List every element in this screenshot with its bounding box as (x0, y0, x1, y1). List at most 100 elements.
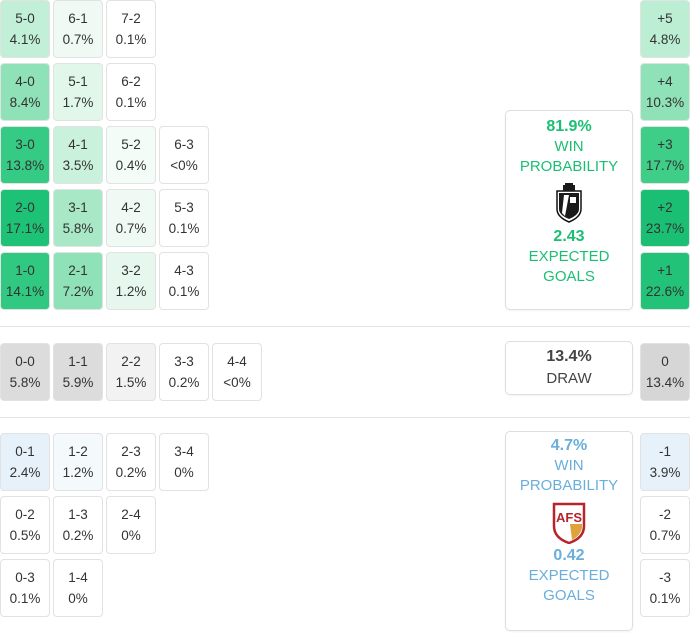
section-divider-bottom (0, 417, 690, 418)
margin-cell-plus-2-probability: 23.7% (645, 221, 685, 236)
score-cell-4-3-probability: 0.1% (168, 284, 200, 299)
score-cell-1-3: 1-3 0.2% (53, 496, 103, 554)
away-xg-label-line2: GOALS (543, 587, 595, 604)
margin-cell-plus-4-label: +4 (657, 74, 673, 89)
margin-cell-minus-3-label: -3 (658, 570, 671, 585)
score-cell-4-3-label: 4-3 (174, 263, 194, 278)
away-xg-label-line1: EXPECTED (528, 567, 610, 584)
margin-cell-plus-4-probability: 10.3% (645, 95, 685, 110)
margin-cell-plus-5: +5 4.8% (640, 0, 690, 58)
draw-summary-card: 13.4% DRAW (505, 341, 633, 395)
margin-cell-zero: 0 13.4% (640, 343, 690, 401)
score-cell-2-3: 2-3 0.2% (106, 433, 156, 491)
margin-cell-plus-4: +4 10.3% (640, 63, 690, 121)
score-cell-2-4-probability: 0% (121, 528, 141, 543)
margin-cell-plus-1-label: +1 (657, 263, 673, 278)
score-cell-6-1: 6-1 0.7% (53, 0, 103, 58)
score-cell-0-2-probability: 0.5% (9, 528, 41, 543)
score-cell-3-3-label: 3-3 (174, 354, 194, 369)
score-cell-7-2-probability: 0.1% (115, 32, 147, 47)
score-cell-4-2-label: 4-2 (121, 200, 141, 215)
score-cell-3-0: 3-0 13.8% (0, 126, 50, 184)
draw-label: DRAW (546, 370, 592, 387)
score-cell-3-3-probability: 0.2% (168, 375, 200, 390)
score-cell-1-4-probability: 0% (68, 591, 88, 606)
score-cell-2-0-probability: 17.1% (5, 221, 45, 236)
score-cell-1-0: 1-0 14.1% (0, 252, 50, 310)
margin-cell-plus-1: +1 22.6% (640, 252, 690, 310)
away-expected-goals-value: 0.42 (553, 547, 585, 564)
away-win-probability-value: 4.7% (550, 437, 588, 454)
score-cell-1-1-label: 1-1 (68, 354, 88, 369)
score-cell-3-1-probability: 5.8% (62, 221, 94, 236)
score-cell-4-2: 4-2 0.7% (106, 189, 156, 247)
score-cell-5-3: 5-3 0.1% (159, 189, 209, 247)
score-cell-4-1-label: 4-1 (68, 137, 88, 152)
score-cell-1-3-label: 1-3 (68, 507, 88, 522)
score-cell-2-3-label: 2-3 (121, 444, 141, 459)
margin-cell-minus-2-probability: 0.7% (649, 528, 681, 543)
score-cell-3-4-label: 3-4 (174, 444, 194, 459)
score-cell-0-3-probability: 0.1% (9, 591, 41, 606)
score-cell-4-4-label: 4-4 (227, 354, 247, 369)
score-cell-1-0-probability: 14.1% (5, 284, 45, 299)
margin-cell-plus-3: +3 17.7% (640, 126, 690, 184)
score-cell-2-0: 2-0 17.1% (0, 189, 50, 247)
score-cell-6-3: 6-3 <0% (159, 126, 209, 184)
score-cell-5-3-label: 5-3 (174, 200, 194, 215)
score-cell-4-0: 4-0 8.4% (0, 63, 50, 121)
score-cell-0-3: 0-3 0.1% (0, 559, 50, 617)
section-divider-top (0, 326, 690, 327)
score-cell-3-3: 3-3 0.2% (159, 343, 209, 401)
score-cell-6-3-probability: <0% (170, 158, 198, 173)
score-cell-4-3: 4-3 0.1% (159, 252, 209, 310)
score-cell-2-4: 2-4 0% (106, 496, 156, 554)
score-cell-5-0: 5-0 4.1% (0, 0, 50, 58)
margin-cell-zero-probability: 13.4% (645, 375, 685, 390)
margin-cell-minus-1: -1 3.9% (640, 433, 690, 491)
score-cell-1-2-label: 1-2 (68, 444, 88, 459)
away-win-summary-card: 4.7% WIN PROBABILITY AFS 0.42 EXPECTED G… (505, 431, 633, 631)
home-xg-label-line1: EXPECTED (528, 248, 610, 265)
score-cell-4-1: 4-1 3.5% (53, 126, 103, 184)
margin-cell-minus-1-label: -1 (658, 444, 671, 459)
score-cell-1-1: 1-1 5.9% (53, 343, 103, 401)
margin-cell-plus-1-probability: 22.6% (645, 284, 685, 299)
margin-cell-plus-3-label: +3 (657, 137, 673, 152)
home-win-label-line2: PROBABILITY (519, 158, 619, 175)
score-cell-6-2-label: 6-2 (121, 74, 141, 89)
margin-cell-plus-2-label: +2 (657, 200, 673, 215)
score-cell-6-2-probability: 0.1% (115, 95, 147, 110)
score-cell-3-0-label: 3-0 (15, 137, 35, 152)
score-cell-4-2-probability: 0.7% (115, 221, 147, 236)
score-cell-0-1-label: 0-1 (15, 444, 35, 459)
away-win-label-line2: PROBABILITY (519, 477, 619, 494)
draw-probability-value: 13.4% (546, 348, 592, 365)
score-cell-4-0-probability: 8.4% (9, 95, 41, 110)
margin-cell-minus-2: -2 0.7% (640, 496, 690, 554)
score-cell-0-1-probability: 2.4% (9, 465, 41, 480)
score-cell-2-0-label: 2-0 (15, 200, 35, 215)
score-cell-0-0-probability: 5.8% (9, 375, 41, 390)
score-cell-3-1-label: 3-1 (68, 200, 88, 215)
score-cell-0-2-label: 0-2 (15, 507, 35, 522)
score-cell-1-4-label: 1-4 (68, 570, 88, 585)
score-cell-0-0: 0-0 5.8% (0, 343, 50, 401)
score-cell-1-1-probability: 5.9% (62, 375, 94, 390)
score-cell-5-3-probability: 0.1% (168, 221, 200, 236)
score-cell-1-3-probability: 0.2% (62, 528, 94, 543)
score-cell-5-2-label: 5-2 (121, 137, 141, 152)
margin-cell-zero-label: 0 (661, 354, 669, 369)
margin-cell-plus-5-label: +5 (657, 11, 673, 26)
score-cell-3-4-probability: 0% (174, 465, 194, 480)
score-cell-5-2: 5-2 0.4% (106, 126, 156, 184)
score-cell-3-1: 3-1 5.8% (53, 189, 103, 247)
score-cell-2-4-label: 2-4 (121, 507, 141, 522)
score-cell-6-2: 6-2 0.1% (106, 63, 156, 121)
score-cell-5-0-probability: 4.1% (9, 32, 41, 47)
margin-cell-plus-2: +2 23.7% (640, 189, 690, 247)
score-cell-7-2: 7-2 0.1% (106, 0, 156, 58)
score-cell-0-3-label: 0-3 (15, 570, 35, 585)
score-cell-6-1-probability: 0.7% (62, 32, 94, 47)
score-cell-0-2: 0-2 0.5% (0, 496, 50, 554)
